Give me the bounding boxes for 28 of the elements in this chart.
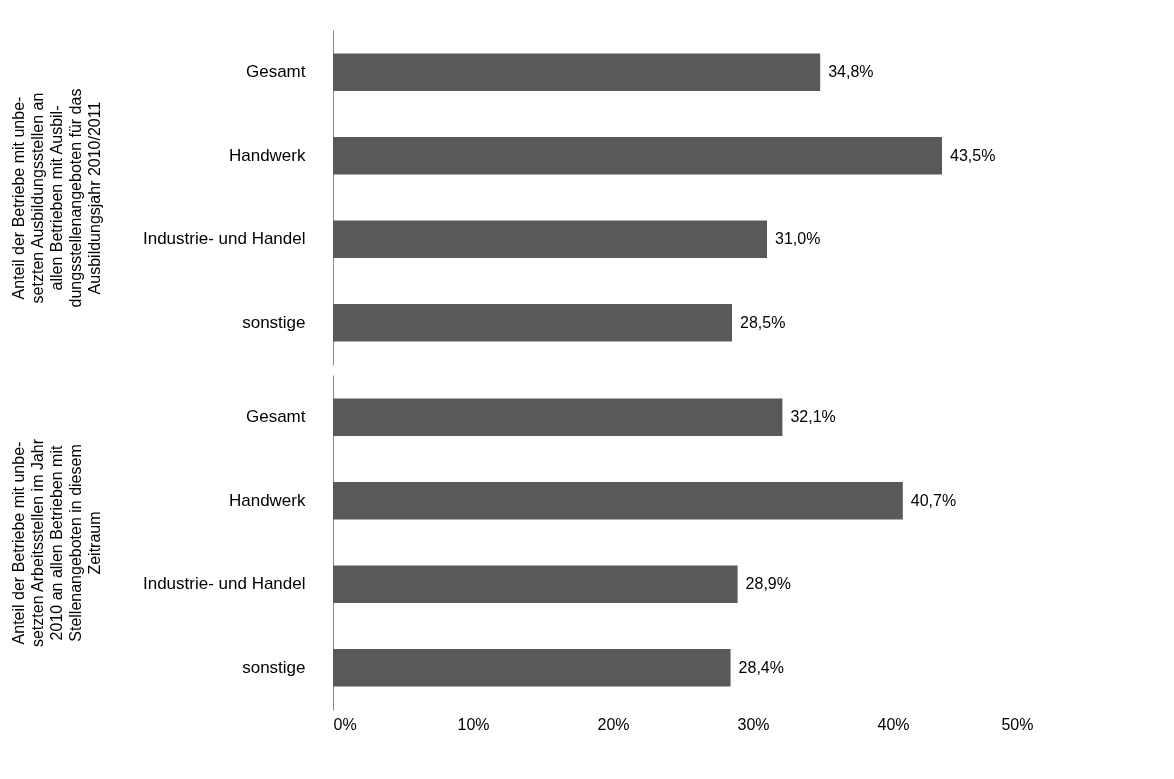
data-label: 31,0% [775,230,821,248]
x-tick-label: 50% [1001,715,1034,733]
y-tick-label: Industrie- und Handel [142,229,306,249]
data-label: 40,7% [910,491,957,509]
y-tick-label: Gesamt [245,407,306,427]
data-label: 28,9% [745,575,791,593]
bar [333,220,767,259]
y-tick-label: sonstige [242,312,306,332]
y-tick-label: Handwerk [228,490,306,510]
y-axis-title: Anteil der Betriebe mit unbe- setzten Ausbildungsstellen an allen Betrieben mit Ausbil- dungsstellenangeboten für das Ausbildungsjahr 2010/2011 [9,88,103,308]
y-tick-label: Handwerk [228,145,306,165]
x-tick-label: 40% [877,715,910,733]
data-label: 34,8% [828,63,874,81]
bar [333,53,821,91]
x-tick-label: 10% [457,715,490,733]
data-label: 32,1% [790,408,836,426]
bar [333,136,942,175]
y-axis-title: Anteil der Betriebe mit unbe- setzten Arbeitsstellen im Jahr 2010 an allen Betrieben mit Stellenangeboten in diesem Zeitraum [9,438,103,648]
data-label: 28,5% [740,313,786,331]
bar [333,304,732,342]
y-tick-label: Gesamt [245,62,306,82]
y-tick-label: Industrie- und Handel [142,574,306,594]
x-tick-label: 30% [737,715,770,733]
data-label: 43,5% [950,146,996,164]
y-tick-label: sonstige [242,657,306,677]
data-label: 28,4% [738,658,784,676]
x-tick-label: 0% [333,715,357,733]
x-tick-label: 20% [597,715,630,733]
